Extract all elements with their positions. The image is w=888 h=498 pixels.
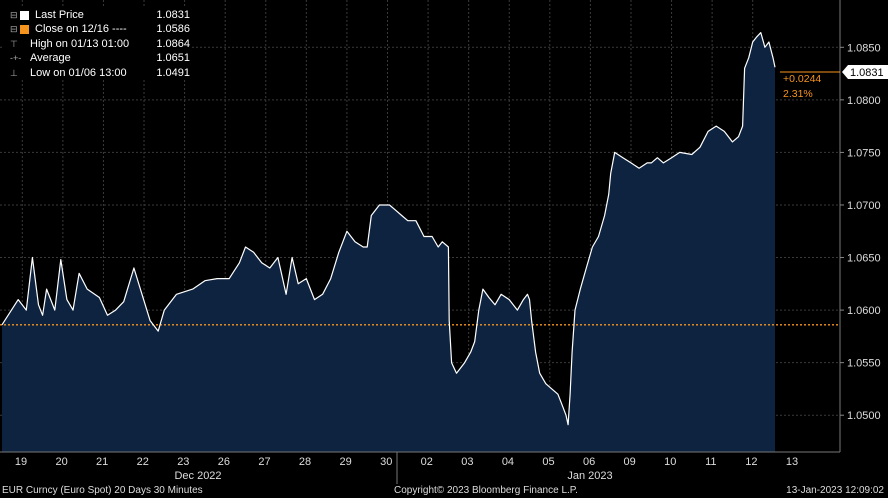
x-tick-label: 30 xyxy=(380,456,392,468)
footer-bar: EUR Curncy (Euro Spot) 20 Days 30 Minute… xyxy=(0,484,888,498)
y-tick-label: 1.0850 xyxy=(847,42,881,54)
x-tick-label: 09 xyxy=(624,456,636,468)
legend-close-label: Close on 12/16 ---- xyxy=(35,23,127,36)
y-tick-label: 1.0700 xyxy=(847,200,881,212)
x-tick-label: 27 xyxy=(258,456,270,468)
footer-timestamp: 13-Jan-2023 12:09:02 xyxy=(786,485,884,496)
change-percent: 2.31% xyxy=(783,88,813,100)
month-labels: Dec 2022 Jan 2023 xyxy=(174,470,612,482)
price-line xyxy=(1,32,776,426)
legend-high-label: High on 01/13 01:00 xyxy=(30,37,130,50)
legend-average-label: Average xyxy=(30,52,71,65)
x-tick-label: 23 xyxy=(177,456,189,468)
x-tick-label: 29 xyxy=(340,456,352,468)
legend-close: ⊟ Close on 12/16 ---- 1.0586 xyxy=(10,23,190,36)
last-price-callout: +0.0244 2.31% 1.0831 xyxy=(780,65,888,100)
y-tick-label: 1.0750 xyxy=(847,147,881,159)
legend-low-label: Low on 01/06 13:00 xyxy=(30,66,127,79)
legend-average: -+- Average 1.0651 xyxy=(10,52,190,65)
x-tick-label: 05 xyxy=(542,456,554,468)
close-swatch-icon xyxy=(20,25,29,35)
legend-low-value: 1.0491 xyxy=(156,66,190,79)
x-tick-label: 02 xyxy=(421,456,433,468)
x-tick-label: 21 xyxy=(96,456,108,468)
legend-high: ⊤ High on 01/13 01:00 1.0864 xyxy=(10,37,190,50)
month-label-jan: Jan 2023 xyxy=(567,470,612,482)
x-tick-label: 06 xyxy=(583,456,595,468)
price-area-fill xyxy=(2,32,775,452)
x-tick-label: 20 xyxy=(55,456,67,468)
change-value: +0.0244 xyxy=(783,73,821,85)
x-tick-label: 26 xyxy=(218,456,230,468)
y-tick-label: 1.0550 xyxy=(847,358,881,370)
x-axis-ticks: 19 20 21 22 23 26 27 28 29 30 02 03 04 05 06 09 10 11 12 13 xyxy=(15,456,798,468)
x-tick-label: 10 xyxy=(664,456,676,468)
last-price-tag xyxy=(842,65,888,79)
month-label-dec: Dec 2022 xyxy=(174,470,221,482)
x-tick-label: 04 xyxy=(502,456,514,468)
legend-last-price-label: Last Price xyxy=(35,9,84,21)
x-tick-label: 28 xyxy=(299,456,311,468)
legend-toggle-icon[interactable]: ⊟ xyxy=(10,10,18,20)
y-tick-label: 1.0650 xyxy=(847,253,881,265)
legend-close-value: 1.0586 xyxy=(156,23,190,36)
legend-average-value: 1.0651 xyxy=(156,52,190,65)
x-tick-label: 12 xyxy=(745,456,757,468)
y-tick-label: 1.0600 xyxy=(847,305,881,317)
legend: ⊟ Last Price 1.0831 ⊟ Close on 12/16 ---… xyxy=(4,8,190,80)
footer-security: EUR Curncy (Euro Spot) 20 Days 30 Minute… xyxy=(2,485,203,496)
legend-last-price: ⊟ Last Price 1.0831 xyxy=(4,8,190,22)
y-tick-label: 1.0500 xyxy=(847,410,881,422)
footer-copyright: Copyright© 2023 Bloomberg Finance L.P. xyxy=(394,485,578,496)
legend-high-value: 1.0864 xyxy=(156,37,190,50)
x-tick-label: 03 xyxy=(461,456,473,468)
y-axis-ticks: 1.0500 1.0550 1.0600 1.0650 1.0700 1.0750 1.08… xyxy=(840,42,881,422)
last-price-swatch-icon xyxy=(20,10,29,20)
legend-last-price-value: 1.0831 xyxy=(156,9,190,21)
x-tick-label: 19 xyxy=(15,456,27,468)
legend-low: ⊥ Low on 01/06 13:00 1.0491 xyxy=(10,66,190,79)
x-tick-label: 11 xyxy=(705,456,716,468)
x-tick-label: 22 xyxy=(137,456,149,468)
x-tick-label: 13 xyxy=(786,456,798,468)
last-price-tag-text: 1.0831 xyxy=(850,67,884,79)
y-tick-label: 1.0800 xyxy=(847,95,881,107)
